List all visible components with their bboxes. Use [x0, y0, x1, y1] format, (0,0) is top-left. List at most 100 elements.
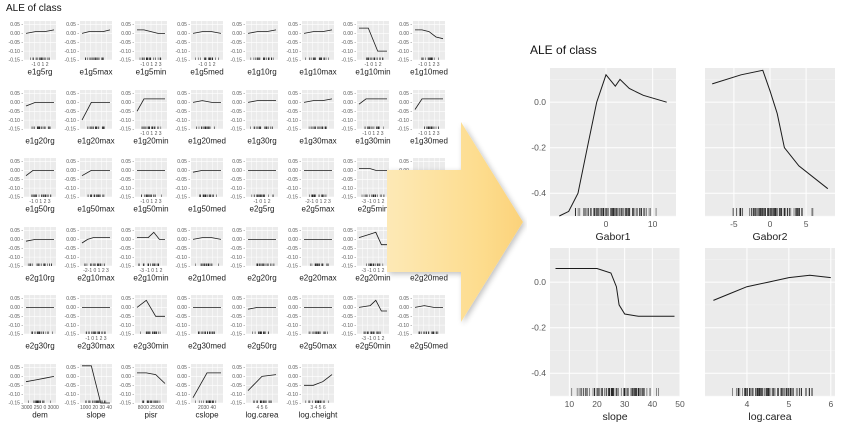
ale-curve-log-carea [247, 373, 277, 391]
ale-curve-e1g20min [136, 97, 165, 111]
facet-panel-dem: 0.05 - 0.00 - -0.05 - -0.10 - -0.15 -3000 25… [9, 363, 59, 419]
y-tick-label: -0.10 - [9, 117, 24, 123]
y-tick-label: -0.10 - [397, 117, 412, 123]
facet-label-e1g50med: e1g50med [188, 205, 226, 214]
ale-curve-e2g30min [136, 299, 165, 317]
facet-label-gabor1: Gabor1 [595, 231, 630, 243]
y-tick-label: -0.10 - [175, 254, 190, 260]
y-tick-label: -0.15 - [175, 126, 190, 132]
ale-curve-e1g50med [192, 169, 221, 173]
facet-plot-area [705, 248, 835, 396]
y-tick-label: -0.15 - [286, 58, 301, 64]
y-tick-label: 0.00 - [288, 168, 301, 174]
facet-label-log-cheight: log.cheight [298, 410, 337, 419]
y-tick-label: 0.00 - [177, 305, 190, 311]
facet-label-e1g10rg: e1g10rg [247, 68, 276, 77]
y-tick-label: 0.00 - [288, 31, 301, 37]
facet-label-slope: slope [86, 410, 106, 419]
ale-curve-e2g50rg [247, 306, 276, 310]
y-tick-label: 0.05 - [10, 365, 23, 371]
facet-panel-e1g20med: 0.05 - 0.00 - -0.05 - -0.10 - -0.15 - e1g20me… [175, 89, 225, 145]
y-tick-label: -0.05 - [120, 177, 135, 183]
y-tick-label: -0.05 - [231, 108, 246, 114]
y-tick-label: -0.10 - [286, 254, 301, 260]
y-tick-label: -0.15 - [342, 263, 357, 269]
y-tick-label: -0.15 - [64, 126, 79, 132]
y-tick-label: -0.05 - [175, 314, 190, 320]
y-tick-label: -0.15 - [9, 195, 24, 201]
facet-label-log-carea: log.carea [246, 410, 279, 419]
x-tick-labels: -3 -1 0 1 2 [362, 199, 385, 205]
y-tick-label: -0.05 - [286, 177, 301, 183]
facet-panel-slope: 0.0 -0.2 -0.4 10 20 30 40 50 slope [531, 248, 685, 423]
y-tick-label: -0.10 - [64, 186, 79, 192]
y-tick-label: 0.00 - [343, 237, 356, 243]
y-tick-label: 0.05 - [121, 159, 134, 165]
y-tick-label: -0.15 - [9, 126, 24, 132]
x-tick-labels: -1 0 1 2 [254, 199, 271, 205]
x-tick-label: 0 [604, 219, 609, 229]
y-tick-label: 0.00 - [399, 100, 412, 106]
x-tick-labels: 1000 20 30 40 [80, 405, 112, 411]
facet-panel-e2g10rg: 0.05 - 0.00 - -0.05 - -0.10 - -0.15 -e2g10rg [9, 226, 56, 282]
facet-label-e2g30rg: e2g30rg [25, 342, 54, 351]
x-tick-labels: -1 0 1 2 [198, 62, 215, 68]
x-tick-labels: -1 0 1 2 3 [362, 131, 383, 137]
y-tick-label: 0.05 - [288, 91, 301, 97]
y-tick-label: 0.00 - [232, 374, 245, 380]
y-tick-label: 0.00 - [10, 305, 23, 311]
facet-panel-log-carea: 0.05 - 0.00 - -0.05 - -0.10 - -0.15 - 4 5 6lo… [231, 363, 279, 419]
y-tick-label: -0.10 - [64, 49, 79, 55]
facet-panel-e2g50rg: 0.05 - 0.00 - -0.05 - -0.10 - -0.15 -e2g50rg [231, 295, 278, 351]
facet-label-e2g30med: e2g30med [188, 342, 226, 351]
y-tick-label: -0.05 - [342, 177, 357, 183]
x-tick-label: 5 [787, 399, 792, 409]
y-tick-label: -0.15 - [9, 263, 24, 269]
facet-label-e2g10rg: e2g10rg [25, 273, 54, 282]
y-tick-label: 0.05 - [288, 22, 301, 28]
y-tick-label: 0.00 - [177, 237, 190, 243]
facet-panel-e2g10med: 0.05 - 0.00 - -0.05 - -0.10 - -0.15 - e2g10me… [175, 226, 225, 282]
facet-panel-e1g50min: 0.05 - 0.00 - -0.05 - -0.10 - -0.15 - -1 0 1 … [120, 158, 169, 214]
ale-curve-gabor1 [559, 73, 667, 217]
facet-label-e2g20min: e2g20min [355, 273, 390, 282]
y-tick-label: 0.00 - [66, 100, 79, 106]
y-tick-label: -0.05 - [286, 108, 301, 114]
facet-panel-log-cheight: 0.05 - 0.00 - -0.05 - -0.10 - -0.15 - 3 4 5 6… [286, 363, 338, 419]
y-tick-label: 0.00 - [288, 237, 301, 243]
y-tick-label: -0.10 - [231, 117, 246, 123]
y-tick-label: 0.0 [534, 277, 546, 287]
x-tick-labels: -1 0 1 2 [32, 62, 49, 68]
y-tick-label: -0.15 - [342, 126, 357, 132]
facet-panel-e2g20max: 0.05 - 0.00 - -0.05 - -0.10 - -0.15 - e2g20ma… [286, 226, 336, 282]
y-tick-label: 0.00 - [343, 305, 356, 311]
y-tick-label: -0.10 - [342, 186, 357, 192]
facet-label-e1g5min: e1g5min [136, 68, 167, 77]
y-tick-label: -0.05 - [175, 177, 190, 183]
y-tick-label: -0.10 - [286, 117, 301, 123]
y-tick-label: -0.10 - [120, 186, 135, 192]
facet-label-e2g5min: e2g5min [358, 205, 389, 214]
y-tick-label: -0.10 - [175, 117, 190, 123]
y-tick-label: -0.15 - [120, 332, 135, 338]
facet-label-e2g20rg: e2g20rg [247, 273, 276, 282]
x-tick-label: 0 [768, 219, 773, 229]
y-tick-label: -0.10 - [231, 254, 246, 260]
y-tick-label: -0.10 - [9, 391, 24, 397]
y-tick-label: 0.00 - [343, 168, 356, 174]
y-tick-label: -0.05 - [9, 245, 24, 251]
y-tick-label: 0.05 - [66, 228, 79, 234]
y-tick-label: -0.05 - [64, 40, 79, 46]
y-tick-label: -0.15 - [120, 263, 135, 269]
ale-curve-e1g5max [81, 29, 110, 34]
facet-panel-e2g50max: 0.05 - 0.00 - -0.05 - -0.10 - -0.15 - e2g50ma… [286, 295, 336, 351]
y-tick-label: -0.15 - [231, 400, 246, 406]
ale-curve-e1g10min [359, 27, 387, 52]
y-tick-label: -0.10 - [231, 323, 246, 329]
y-tick-label: 0.05 - [121, 365, 134, 371]
y-tick-label: 0.05 - [232, 22, 245, 28]
x-tick-labels: -1 0 1 2 3 [418, 131, 439, 137]
right-figure-title: ALE of class [530, 43, 597, 57]
y-tick-label: 0.05 - [288, 159, 301, 165]
y-tick-label: -0.05 - [342, 245, 357, 251]
